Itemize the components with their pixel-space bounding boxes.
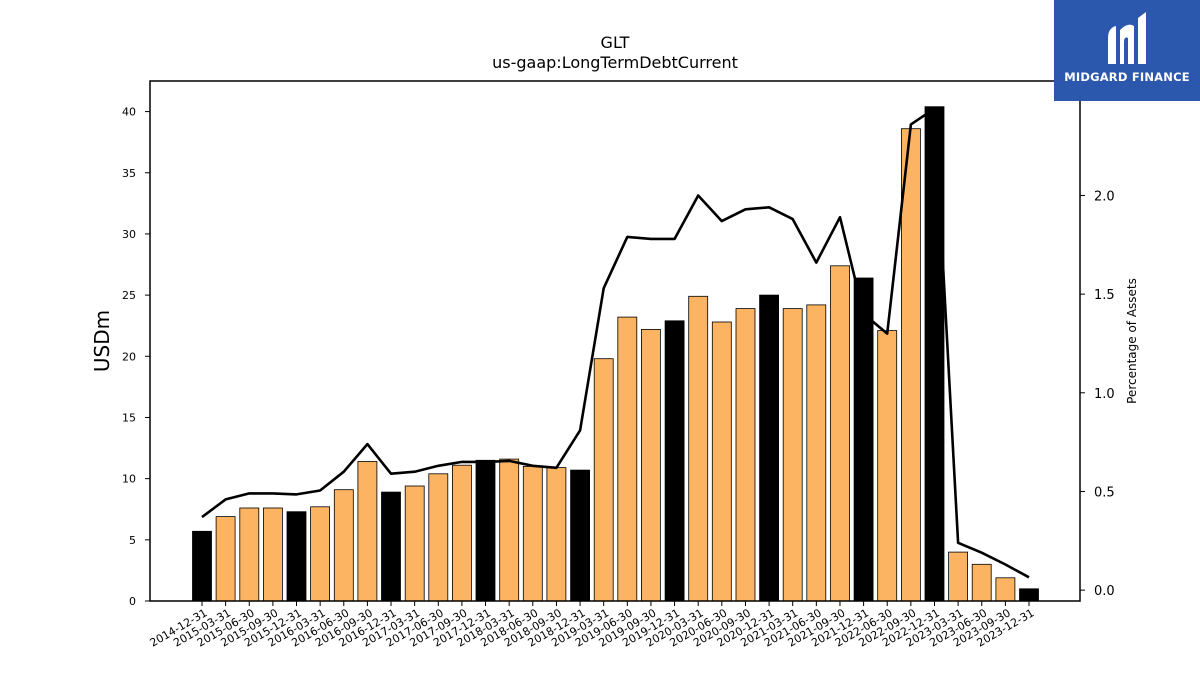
- y-tick-label: 10: [122, 473, 136, 486]
- bar-2015-03-31: [215, 516, 236, 602]
- bar-2019-09-30: [641, 328, 661, 602]
- x-axis: 2014-12-312015-03-312015-06-302015-09-30…: [148, 601, 1037, 650]
- bar-2016-09-30: [357, 461, 378, 602]
- bar-2023-09-30: [995, 577, 1016, 602]
- midgard-logo-icon: [1108, 12, 1146, 65]
- y-tick-label: 25: [122, 289, 136, 302]
- brand-name: MIDGARD FINANCE: [1064, 70, 1190, 84]
- bar-2015-12-31: [286, 511, 307, 602]
- y-tick-label: 20: [122, 350, 136, 363]
- y2-tick-label: 2.0: [1094, 189, 1115, 204]
- y-tick-label: 30: [122, 228, 136, 241]
- y-axis-left: 0 5 10 15 20 25 30 35 40: [122, 106, 150, 608]
- bar-2021-03-31: [782, 308, 803, 602]
- bar-2014-12-31: [192, 530, 212, 602]
- bar-2021-06-30: [806, 304, 827, 602]
- bar-2016-06-30: [333, 489, 354, 602]
- bar-2020-09-30: [735, 308, 756, 602]
- y2-axis-label: Percentage of Assets: [1125, 278, 1139, 404]
- bar-2018-03-31: [499, 458, 520, 602]
- y-tick-label: 15: [122, 411, 136, 424]
- bar-2017-06-30: [428, 473, 449, 602]
- line-series: [201, 107, 1030, 579]
- bar-2021-12-31: [853, 277, 874, 602]
- bar-2015-09-30: [262, 507, 283, 602]
- bar-2017-03-31: [404, 485, 425, 602]
- y2-tick-label: 1.5: [1094, 288, 1115, 303]
- y-tick-label: 5: [129, 534, 136, 547]
- bar-2020-03-31: [688, 295, 709, 602]
- bar-2020-12-31: [759, 294, 779, 602]
- y2-tick-label: 0.5: [1094, 485, 1115, 500]
- bar-2022-09-30: [901, 128, 921, 602]
- chart-title: GLT: [601, 33, 630, 52]
- y-axis-label: USDm: [90, 310, 114, 372]
- bar-2016-12-31: [381, 491, 401, 602]
- bar-2017-12-31: [475, 459, 496, 602]
- bar-2023-06-30: [971, 563, 992, 602]
- bar-2018-06-30: [522, 465, 543, 602]
- bar-2019-03-31: [593, 358, 614, 602]
- bar-2023-12-31: [1019, 588, 1039, 602]
- y2-tick-label: 1.0: [1094, 387, 1115, 402]
- y-tick-label: 35: [122, 167, 136, 180]
- pct-assets-line: [201, 107, 1030, 579]
- bar-2021-09-30: [830, 265, 850, 602]
- bar-2019-06-30: [617, 316, 638, 602]
- y-tick-label: 0: [129, 595, 136, 608]
- bar-series: [192, 106, 1039, 602]
- bar-2023-03-31: [948, 551, 968, 602]
- bar-2015-06-30: [239, 507, 260, 602]
- bar-2020-06-30: [711, 321, 732, 602]
- y2-tick-label: 0.0: [1094, 584, 1115, 599]
- bar-2022-06-30: [877, 330, 898, 602]
- bar-2018-09-30: [546, 467, 567, 602]
- bar-2019-12-31: [664, 320, 685, 602]
- chart-subtitle: us-gaap:LongTermDebtCurrent: [492, 53, 738, 72]
- bar-2016-03-31: [310, 506, 331, 602]
- y-tick-label: 40: [122, 106, 136, 119]
- bar-2017-09-30: [451, 464, 472, 602]
- bar-2018-12-31: [570, 469, 590, 602]
- y-axis-right: 0.0 0.5 1.0 1.5 2.0: [1080, 189, 1115, 599]
- bar-2022-12-31: [924, 106, 945, 602]
- plot-frame: [149, 80, 1081, 602]
- brand-logo: MIDGARD FINANCE: [1054, 0, 1200, 101]
